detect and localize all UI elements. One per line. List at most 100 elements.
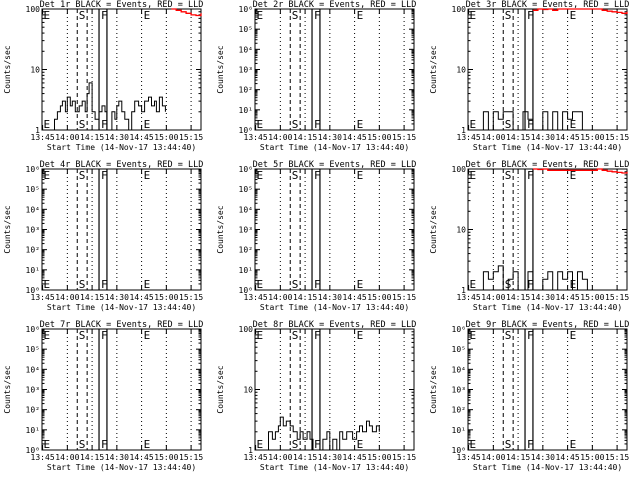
event-marker-top: E [144, 9, 151, 22]
event-marker-bottom: F [527, 118, 534, 131]
events-series-line [50, 82, 166, 131]
event-marker-top: S [79, 169, 86, 182]
y-tick-label: 10⁵ [26, 345, 40, 354]
x-tick-label: 15:00 [367, 293, 391, 302]
event-marker-bottom: E [469, 278, 476, 291]
x-tick-label: 14:00 [268, 293, 292, 302]
x-tick-label: 15:15 [605, 453, 629, 462]
x-tick-label: 15:00 [154, 133, 178, 142]
detector-panel-9: Det 9r BLACK = Events, RED = LLD 10⁰ 10¹ 10… [429, 320, 629, 472]
y-tick-label: 10¹ [239, 106, 253, 115]
y-tick-label: 10³ [26, 386, 40, 395]
y-tick-label: 10² [452, 406, 466, 415]
event-marker-bottom: E [256, 438, 263, 451]
event-marker-bottom: E [43, 118, 50, 131]
event-marker-top: F [101, 169, 108, 182]
x-tick-label: 14:30 [105, 453, 129, 462]
x-axis-label: Start Time (14-Nov-17 13:44:40) [47, 303, 196, 312]
x-tick-label: 13:45 [457, 453, 481, 462]
x-tick-label: 15:15 [392, 453, 416, 462]
x-tick-label: 14:15 [293, 453, 317, 462]
event-marker-top: E [144, 169, 151, 182]
y-axis-label: Counts/sec [429, 45, 438, 93]
event-marker-bottom: S [505, 118, 512, 131]
events-series-line [265, 416, 380, 451]
x-tick-label: 14:15 [506, 293, 530, 302]
event-marker-bottom: E [43, 438, 50, 451]
events-series-line [478, 265, 588, 291]
x-tick-label: 15:15 [605, 293, 629, 302]
x-tick-label: 14:30 [105, 133, 129, 142]
event-marker-top: E [357, 9, 364, 22]
event-marker-top: E [570, 9, 577, 22]
y-tick-label: 10 [243, 386, 253, 395]
y-axis-label: Counts/sec [429, 205, 438, 253]
y-tick-label: 10¹ [26, 266, 40, 275]
event-marker-bottom: E [357, 438, 364, 451]
event-marker-bottom: S [79, 118, 86, 131]
x-axis-label: Start Time (14-Nov-17 13:44:40) [260, 463, 409, 472]
y-tick-label: 10⁵ [239, 25, 253, 34]
plot-frame [254, 168, 415, 291]
x-tick-label: 14:00 [55, 453, 79, 462]
event-marker-top: F [527, 329, 534, 342]
x-tick-label: 15:15 [392, 133, 416, 142]
y-axis-label: Counts/sec [216, 205, 225, 253]
event-marker-bottom: F [314, 438, 321, 451]
x-tick-label: 14:15 [506, 133, 530, 142]
x-tick-label: 14:00 [481, 453, 505, 462]
x-tick-label: 14:45 [343, 293, 367, 302]
event-marker-top: E [570, 169, 577, 182]
detector-panel-6: Det 6r BLACK = Events, RED = LLD 1 10 100 Co… [429, 160, 629, 312]
y-tick-label: 10⁶ [26, 165, 40, 174]
x-tick-label: 13:45 [244, 293, 268, 302]
plot-frame [41, 168, 202, 291]
event-marker-bottom: E [43, 278, 50, 291]
event-marker-top: F [314, 169, 321, 182]
y-tick-label: 10² [26, 406, 40, 415]
y-tick-label: 10⁶ [26, 325, 40, 334]
panel-title: Det 4r BLACK = Events, RED = LLD [40, 160, 204, 170]
x-tick-label: 15:15 [179, 453, 203, 462]
event-marker-top: S [505, 9, 512, 22]
event-marker-top: E [469, 169, 476, 182]
event-marker-top: E [144, 329, 151, 342]
x-tick-label: 14:45 [556, 133, 580, 142]
event-marker-top: S [505, 169, 512, 182]
detector-panel-3: Det 3r BLACK = Events, RED = LLD 1 10 100 Co… [429, 0, 629, 152]
panel-title: Det 2r BLACK = Events, RED = LLD [253, 0, 417, 10]
event-marker-bottom: F [527, 278, 534, 291]
event-marker-bottom: F [101, 118, 108, 131]
event-marker-top: S [292, 169, 299, 182]
x-tick-label: 15:00 [154, 453, 178, 462]
x-tick-label: 15:15 [179, 293, 203, 302]
x-tick-label: 14:45 [343, 453, 367, 462]
event-marker-top: S [505, 329, 512, 342]
x-tick-label: 13:45 [31, 133, 55, 142]
y-tick-label: 1 [461, 286, 466, 295]
panel-title: Det 8r BLACK = Events, RED = LLD [253, 320, 417, 330]
x-tick-label: 15:15 [179, 133, 203, 142]
panel-title: Det 7r BLACK = Events, RED = LLD [40, 320, 204, 330]
y-tick-label: 1 [248, 446, 253, 455]
y-tick-label: 10⁵ [26, 185, 40, 194]
x-axis-label: Start Time (14-Nov-17 13:44:40) [473, 143, 622, 152]
event-marker-bottom: F [314, 278, 321, 291]
x-tick-label: 14:00 [481, 293, 505, 302]
detector-panel-5: Det 5r BLACK = Events, RED = LLD 10⁰ 10¹ 10… [216, 160, 416, 312]
x-tick-label: 14:45 [343, 133, 367, 142]
event-marker-bottom: E [256, 118, 263, 131]
x-axis-label: Start Time (14-Nov-17 13:44:40) [260, 303, 409, 312]
x-tick-label: 15:15 [605, 133, 629, 142]
y-tick-label: 10² [239, 86, 253, 95]
y-axis-label: Counts/sec [3, 45, 12, 93]
plot-frame [254, 8, 415, 131]
y-tick-label: 100 [26, 5, 41, 14]
y-tick-label: 10² [26, 246, 40, 255]
x-tick-label: 15:15 [392, 293, 416, 302]
y-tick-label: 10⁴ [239, 45, 253, 54]
panel-title: Det 6r BLACK = Events, RED = LLD [466, 160, 630, 170]
event-marker-bottom: E [469, 118, 476, 131]
x-tick-label: 14:30 [531, 293, 555, 302]
event-marker-top: E [43, 329, 50, 342]
